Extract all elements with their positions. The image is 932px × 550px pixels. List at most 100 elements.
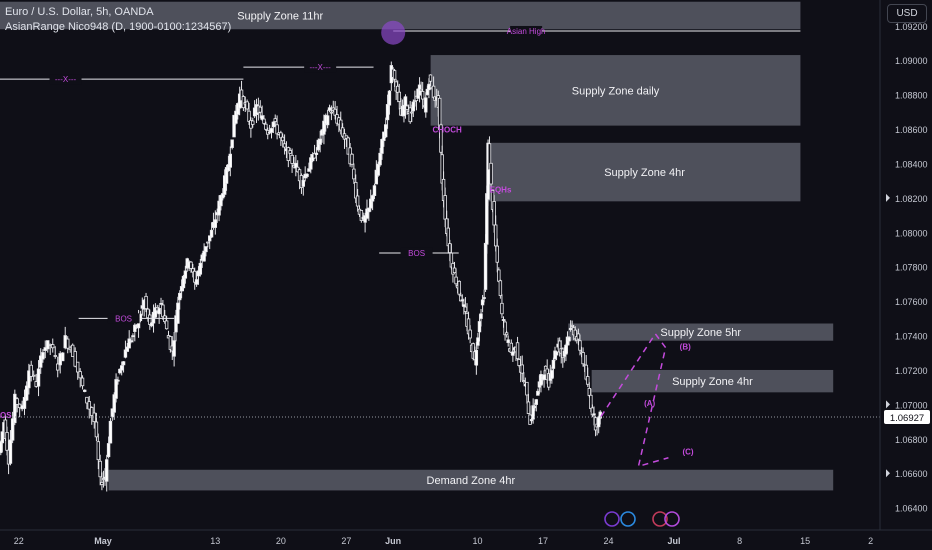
currency-button[interactable]: USD (887, 4, 927, 23)
candle-body (460, 299, 465, 302)
annotation-label: CHOCH (433, 126, 463, 135)
structure-label-bg (304, 62, 337, 73)
candle-body (66, 338, 70, 349)
candle-body (294, 162, 298, 169)
candle-body (282, 143, 287, 148)
time-tick-label: 17 (538, 536, 548, 546)
candle-body (8, 439, 13, 464)
candle-body (439, 124, 443, 153)
time-tick-label: May (94, 536, 112, 546)
structure-label: BOS (408, 249, 425, 258)
candle-body (41, 352, 45, 360)
candle-body (181, 275, 186, 289)
candle-body (462, 304, 466, 307)
candle-body (489, 162, 493, 185)
time-tick-label: 2 (868, 536, 873, 546)
candle-body (269, 128, 274, 133)
candle-body (378, 152, 382, 166)
symbol-title: Euro / U.S. Dollar, 5h, OANDA (5, 6, 154, 18)
candle-body (454, 276, 458, 285)
candle-body (144, 295, 148, 310)
candle-body (288, 150, 292, 154)
candle-body (446, 227, 450, 247)
candle-body (339, 119, 343, 131)
zone-rect (591, 369, 834, 393)
price-tick-label: 1.08000 (895, 228, 928, 238)
candle-body (592, 413, 596, 416)
candle-body (286, 147, 291, 161)
candle-body (191, 268, 195, 273)
candle-body (178, 292, 182, 301)
structure-label: ---X--- (310, 63, 332, 72)
candle-body (517, 359, 521, 367)
candle-body (71, 344, 75, 357)
candle-body (384, 124, 388, 138)
candle-body (476, 337, 480, 346)
candle-body (110, 408, 115, 418)
candle-body (92, 412, 96, 423)
candle-body (309, 157, 313, 170)
candle-body (168, 336, 173, 350)
candle-body (479, 313, 483, 319)
candle-body (340, 127, 345, 137)
candle-body (568, 327, 573, 331)
event-icon (664, 511, 680, 527)
price-tick-label: 1.08200 (895, 194, 928, 204)
candle-body (279, 132, 283, 139)
annotation-label: EQHs (490, 186, 512, 195)
zone-rect (568, 323, 834, 341)
candle-body (495, 245, 499, 263)
candle-body (179, 286, 184, 292)
price-tick-label: 1.07400 (895, 332, 928, 342)
current-price-badge (884, 409, 930, 424)
candle-body (61, 352, 65, 362)
candles-layer (0, 61, 602, 492)
candle-body (376, 163, 380, 176)
candle-body (431, 85, 436, 98)
candle-body (318, 138, 322, 145)
candle-body (100, 482, 104, 485)
axis-marker-arrow (886, 469, 890, 478)
candle-body (94, 421, 99, 438)
candle-body (151, 311, 156, 324)
candle-body (494, 224, 498, 247)
annotation-label: (C) (682, 447, 693, 456)
candle-body (161, 304, 165, 318)
annotation-label: OS (0, 411, 12, 420)
candle-body (359, 210, 364, 221)
candle-body (443, 195, 447, 220)
candle-body (346, 137, 350, 155)
candle-body (213, 219, 218, 228)
candle-body (148, 314, 152, 325)
price-tick-label: 1.06400 (895, 504, 928, 514)
candle-body (500, 302, 504, 315)
axis-marker-arrow (886, 400, 890, 409)
price-tick-label: 1.07200 (895, 366, 928, 376)
candle-body (525, 381, 529, 396)
candle-body (457, 280, 461, 295)
candle-body (542, 374, 546, 380)
axis-marker-arrow (886, 193, 890, 202)
candle-body (123, 349, 128, 358)
structure-label: Asian High (507, 27, 546, 36)
candle-body (206, 241, 210, 244)
annotation-layer: CHOCH EQHs OS (A) (B) (C) (0, 126, 694, 457)
candle-body (482, 297, 486, 299)
candle-body (290, 154, 294, 164)
price-tick-label: 1.06600 (895, 469, 928, 479)
candle-body (183, 270, 188, 279)
candle-body (157, 308, 161, 315)
candle-body (385, 104, 390, 121)
time-tick-label: 8 (737, 536, 742, 546)
candle-body (578, 340, 582, 351)
annotation-label: (B) (680, 342, 691, 351)
candle-body (22, 396, 27, 409)
candle-body (159, 302, 163, 305)
candle-body (424, 97, 428, 113)
structure-layer: ---X--- ---X--- BOS BOS Asian High (0, 25, 801, 324)
candle-body (96, 441, 100, 461)
candle-body (369, 198, 373, 209)
candle-body (501, 319, 506, 321)
time-axis: 22 May 13 20 27 Jun 10 17 24 Jul 8 15 2 (0, 529, 932, 546)
